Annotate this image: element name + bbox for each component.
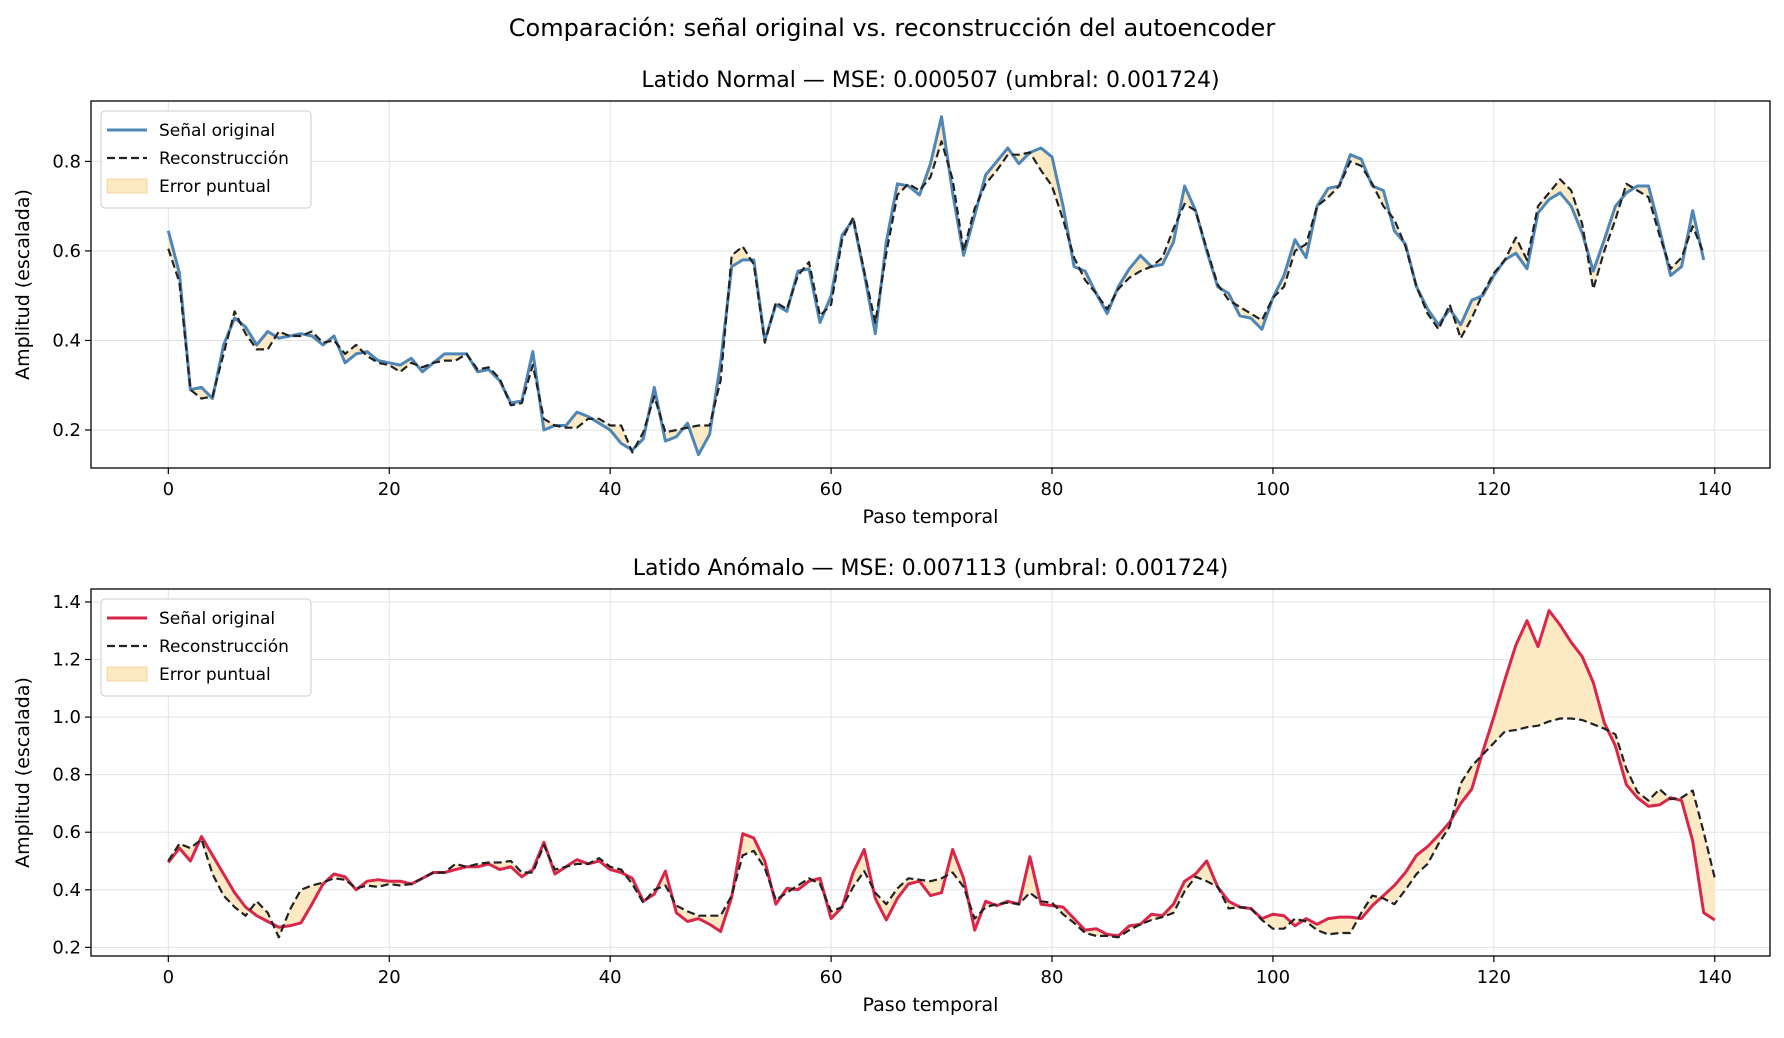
x-tick-label: 100 [1256,967,1290,988]
y-tick-label: 0.8 [52,151,81,172]
y-axis-label: Amplitud (escalada) [12,189,34,380]
legend: Señal original Reconstrucción Error puntua… [100,598,312,697]
x-tick-label: 100 [1256,479,1290,500]
legend-swatch-fill [106,178,148,194]
y-tick-label: 0.8 [52,765,81,786]
series-original-line [166,115,1706,457]
series-reconstruction-line [167,717,1716,939]
error-fill-area [168,610,1715,938]
y-tick-label: 0.2 [52,420,81,441]
legend-label: Reconstrucción [159,149,289,169]
y-tick-label: 0.2 [52,937,81,958]
y-tick-label: 0.6 [52,241,81,262]
x-tick-label: 120 [1477,479,1511,500]
panel-2: Latido Anómalo — MSE: 0.007113 (umbral: … [12,556,1771,1016]
plot-frame [90,588,1771,957]
legend-label: Señal original [159,609,275,629]
y-tick-label: 1.4 [52,592,81,613]
x-tick-label: 0 [163,967,174,988]
legend-swatch-fill [106,666,148,682]
x-tick-label: 60 [820,967,843,988]
x-tick-label: 80 [1041,479,1064,500]
figure-suptitle: Comparación: señal original vs. reconstr… [509,14,1276,42]
y-tick-label: 0.4 [52,330,81,351]
x-tick-label: 0 [163,479,174,500]
y-tick-label: 0.6 [52,822,81,843]
y-axis-label: Amplitud (escalada) [12,677,34,868]
series-reconstruction-line [167,140,1705,454]
y-tick-label: 1.2 [52,650,81,671]
y-tick-label: 1.0 [52,707,81,728]
series-original-line [167,609,1716,938]
x-tick-label: 40 [599,967,622,988]
x-tick-label: 140 [1698,967,1732,988]
legend-label: Reconstrucción [159,637,289,657]
error-fill-area [168,116,1704,455]
legend-frame [100,598,312,697]
x-axis-label: Paso temporal [863,994,999,1016]
x-tick-label: 120 [1477,967,1511,988]
plot-frame [90,100,1771,469]
x-tick-label: 60 [820,479,843,500]
legend-label: Señal original [159,121,275,141]
x-axis-label: Paso temporal [863,506,999,528]
panel-title: Latido Normal — MSE: 0.000507 (umbral: 0… [641,68,1219,93]
x-tick-label: 20 [378,479,401,500]
panel-1: Latido Normal — MSE: 0.000507 (umbral: 0… [12,68,1771,528]
x-tick-label: 20 [378,967,401,988]
x-tick-label: 140 [1698,479,1732,500]
x-tick-label: 40 [599,479,622,500]
panel-title: Latido Anómalo — MSE: 0.007113 (umbral: … [633,556,1229,581]
legend-label: Error puntual [159,177,271,197]
legend: Señal original Reconstrucción Error puntua… [100,110,312,209]
legend-label: Error puntual [159,665,271,685]
x-tick-label: 80 [1041,967,1064,988]
y-tick-label: 0.4 [52,880,81,901]
legend-frame [100,110,312,209]
